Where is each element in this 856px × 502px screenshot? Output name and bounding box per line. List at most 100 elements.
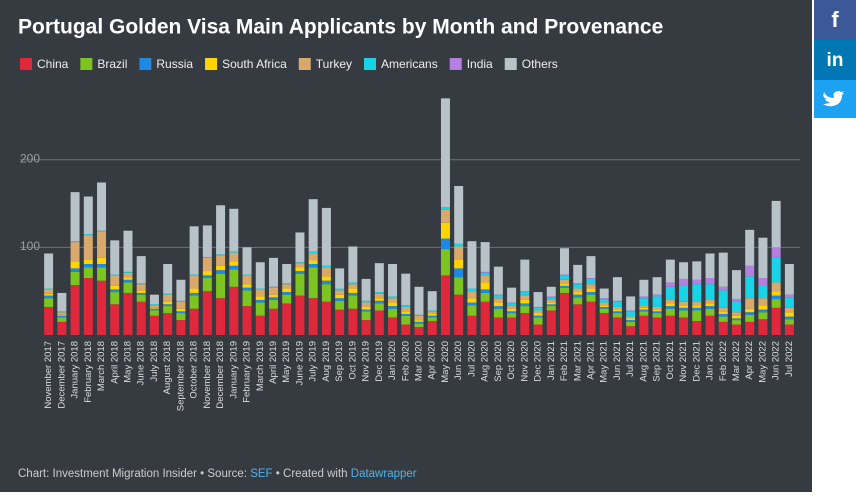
bar-segment xyxy=(83,267,93,279)
bar-segment xyxy=(784,324,794,335)
bar-segment xyxy=(44,288,54,290)
bar-segment xyxy=(493,295,503,299)
bar-segment xyxy=(361,309,371,312)
bar-segment xyxy=(440,249,450,276)
bar-segment xyxy=(480,271,490,273)
bar-segment xyxy=(599,308,609,314)
bar-segment xyxy=(507,287,517,303)
bar-segment xyxy=(652,313,662,318)
bar-segment xyxy=(771,282,781,292)
bar-segment xyxy=(57,312,67,315)
bar-segment xyxy=(679,278,689,286)
bar-segment xyxy=(520,299,530,304)
bar-segment xyxy=(388,302,398,307)
bar-segment xyxy=(652,317,662,335)
bar-segment xyxy=(308,260,318,265)
bar-segment xyxy=(44,298,54,307)
legend-label: India xyxy=(467,57,493,71)
bar-segment xyxy=(533,317,543,325)
x-tick-label: July 2018 xyxy=(149,341,160,382)
bar-segment xyxy=(308,298,318,335)
bar-segment xyxy=(758,237,768,279)
x-tick-label: July 2019 xyxy=(308,341,319,382)
x-tick-label: May 2018 xyxy=(122,341,133,383)
bar-segment xyxy=(546,310,556,335)
bar-segment xyxy=(308,264,318,268)
bar-segment xyxy=(507,302,517,304)
bar-segment xyxy=(401,306,411,312)
x-tick-label: December 2017 xyxy=(56,341,67,409)
bar-segment xyxy=(83,235,93,260)
bar-segment xyxy=(57,321,67,335)
bar-segment xyxy=(612,309,622,312)
bar-segment xyxy=(626,296,636,311)
bar-segment xyxy=(507,317,517,335)
bar-segment xyxy=(546,299,556,303)
bar-segment xyxy=(414,323,424,328)
bar-segment xyxy=(507,308,517,312)
x-tick-label: Sep 2021 xyxy=(652,341,663,382)
legend-swatch xyxy=(139,58,152,70)
bar-segment xyxy=(202,256,212,258)
bar-segment xyxy=(70,261,80,269)
legend-label: Others xyxy=(522,57,558,71)
bar-segment xyxy=(202,291,212,335)
x-tick-label: Nov 2020 xyxy=(519,341,530,382)
x-tick-label: February 2018 xyxy=(83,341,94,403)
bar-segment xyxy=(427,291,437,311)
bar-segment xyxy=(268,294,278,298)
legend-swatch xyxy=(449,58,462,70)
bar-segment xyxy=(573,294,583,298)
x-tick-label: Oct 2019 xyxy=(347,341,358,380)
bar-segment xyxy=(745,312,755,315)
bar-segment xyxy=(149,315,159,335)
bar-segment xyxy=(705,299,715,304)
bar-segment xyxy=(361,311,371,321)
bar-segment xyxy=(652,277,662,295)
bar-segment xyxy=(202,225,212,257)
bar-segment xyxy=(679,262,689,279)
bar-segment xyxy=(546,286,556,297)
bar-segment xyxy=(136,294,146,302)
legend-label: Turkey xyxy=(316,57,352,71)
x-tick-label: Nov 2021 xyxy=(678,341,689,382)
bar-segment xyxy=(639,309,649,312)
bar-segment xyxy=(295,267,305,272)
bar-segment xyxy=(401,273,411,306)
x-tick-label: October 2018 xyxy=(189,341,200,399)
bar-segment xyxy=(626,316,636,319)
bar-segment xyxy=(586,292,596,295)
bar-segment xyxy=(268,286,278,288)
tool-link[interactable]: Datawrapper xyxy=(351,468,417,480)
bar-segment xyxy=(533,315,543,318)
bar-segment xyxy=(533,292,543,307)
bar-segment xyxy=(692,307,702,311)
bar-segment xyxy=(612,301,622,307)
linkedin-button[interactable] xyxy=(814,40,856,80)
bar-segment xyxy=(83,234,93,236)
bar-segment xyxy=(731,301,741,313)
bar-segment xyxy=(758,319,768,335)
facebook-button[interactable] xyxy=(814,0,856,40)
x-tick-label: Aug 2021 xyxy=(638,341,649,382)
bar-segment xyxy=(348,295,358,309)
legend-swatch xyxy=(20,58,32,70)
source-link[interactable]: SEF xyxy=(250,468,272,480)
bar-segment xyxy=(573,288,583,293)
x-tick-label: Jan 2021 xyxy=(546,341,557,380)
bar-segment xyxy=(229,269,239,287)
bar-segment xyxy=(268,297,278,300)
bar-segment xyxy=(573,264,583,284)
x-tick-label: Feb 2021 xyxy=(559,341,570,381)
x-tick-label: Aug 2020 xyxy=(480,341,491,382)
x-tick-label: April 2018 xyxy=(109,341,120,384)
bar-segment xyxy=(507,303,517,307)
bar-segment xyxy=(295,273,305,296)
bar-segment xyxy=(771,200,781,248)
bar-segment xyxy=(282,294,292,304)
bar-segment xyxy=(758,309,768,313)
bar-segment xyxy=(295,262,305,264)
bar-segment xyxy=(731,320,741,325)
bar-segment xyxy=(612,306,622,310)
